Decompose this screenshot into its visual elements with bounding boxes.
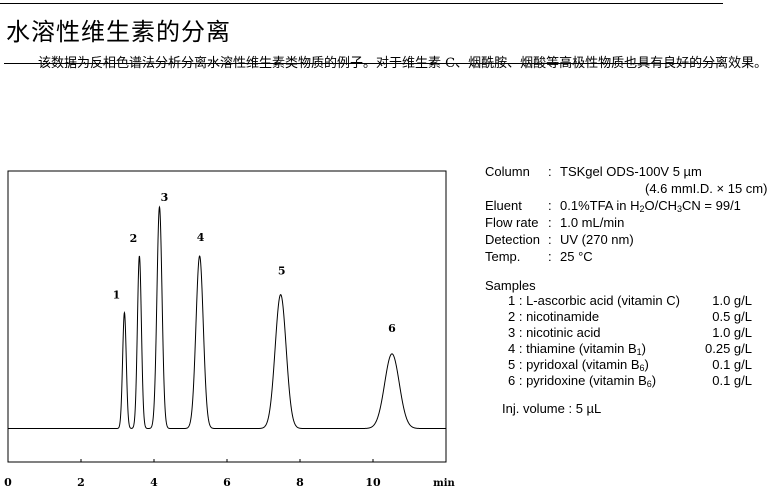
sample-amount: 0.1 g/L	[712, 373, 752, 388]
flow-label: Flow rate	[485, 215, 539, 230]
sample-amount: 0.5 g/L	[712, 309, 752, 324]
peak-label: 3	[161, 191, 169, 204]
peak-label: 4	[197, 231, 205, 244]
temp-value: 25 °C	[560, 249, 593, 264]
sample-row: 1 : L-ascorbic acid (vitamin C) 1.0 g/L	[508, 293, 752, 308]
peak-label: 5	[278, 265, 286, 278]
sample-row: 3 : nicotinic acid 1.0 g/L	[508, 325, 752, 340]
column-dims: (4.6 mmI.D. × 15 cm)	[645, 181, 768, 196]
colon: :	[548, 164, 552, 179]
sample-row: 2 : nicotinamide 0.5 g/L	[508, 309, 752, 324]
sample-name-tail: )	[641, 341, 646, 356]
colon: :	[548, 232, 552, 247]
subscript: 3	[677, 204, 683, 214]
x-axis-label: min	[433, 478, 455, 489]
sample-name: pyridoxal (vitamin B	[526, 357, 640, 372]
sample-amount: 1.0 g/L	[712, 325, 752, 340]
detection-label: Detection	[485, 232, 540, 247]
peak-label: 6	[388, 322, 396, 335]
colon: :	[548, 249, 552, 264]
chromatogram-trace	[8, 205, 446, 430]
eluent-part: CN = 99/1	[682, 198, 741, 213]
x-tick-label: 10	[365, 476, 381, 489]
samples-label: Samples	[485, 278, 536, 293]
peak-label: 1	[113, 289, 121, 302]
temp-label: Temp.	[485, 249, 521, 264]
description-paragraph: 该数据为反相色谱法分析分离水溶性维生素类物质的例子。对于维生素 C、烟酰胺、烟酸…	[38, 56, 768, 71]
sample-name: nicotinic acid	[526, 325, 601, 340]
injection-volume: Inj. volume : 5 µL	[502, 401, 602, 416]
sample-row: 6 : pyridoxine (vitamin B6) 0.1 g/L	[508, 373, 752, 389]
sample-number: 1	[508, 293, 516, 308]
sample-name: L-ascorbic acid (vitamin C)	[526, 293, 680, 308]
eluent-value: 0.1%TFA in H2O/CH3CN = 99/1	[560, 198, 741, 214]
chromatogram: 0 2 4 6 8 10 min 1 2 3 4 5 6	[4, 170, 456, 489]
subscript: 2	[639, 204, 645, 214]
sample-name: nicotinamide	[526, 309, 600, 324]
sample-name: thiamine (vitamin B	[526, 341, 637, 356]
detection-value: UV (270 nm)	[560, 232, 634, 247]
peak-label: 2	[130, 232, 138, 245]
subscript: 6	[646, 379, 652, 389]
x-tick-label: 8	[296, 476, 304, 489]
sample-number: 2	[508, 309, 516, 324]
x-tick-label: 6	[223, 476, 231, 489]
sample-name-tail: )	[644, 357, 649, 372]
colon: :	[548, 215, 552, 230]
sample-amount: 1.0 g/L	[712, 293, 752, 308]
x-tick-label: 4	[150, 476, 158, 489]
sample-name-tail: )	[651, 373, 657, 388]
sample-amount: 0.25 g/L	[705, 341, 752, 356]
sample-number: 3	[508, 325, 516, 340]
eluent-label: Eluent	[485, 198, 522, 213]
title-rule	[4, 63, 723, 64]
sample-amount: 0.1 g/L	[712, 357, 752, 372]
sample-row: 5 : pyridoxal (vitamin B6) 0.1 g/L	[508, 357, 752, 373]
eluent-part: 0.1%TFA in H	[560, 198, 640, 213]
subscript: 6	[639, 363, 645, 373]
flow-value: 1.0 mL/min	[560, 215, 625, 230]
column-label: Column	[485, 164, 530, 179]
x-tick-label: 2	[77, 476, 85, 489]
sample-number: 5	[508, 357, 516, 372]
top-rule	[0, 3, 723, 4]
subscript: 1	[636, 347, 642, 357]
plot-frame	[7, 170, 447, 463]
colon: :	[548, 198, 552, 213]
sample-name: pyridoxine (vitamin B	[526, 373, 647, 388]
eluent-part: O/CH	[644, 198, 678, 213]
column-value: TSKgel ODS-100V 5 µm	[560, 164, 702, 179]
sample-number: 4	[508, 341, 516, 356]
sample-number: 6	[508, 373, 516, 388]
x-tick-label: 0	[4, 476, 12, 489]
sample-row: 4 : thiamine (vitamin B1) 0.25 g/L	[508, 341, 752, 357]
page-title: 水溶性维生素的分离	[6, 18, 231, 46]
